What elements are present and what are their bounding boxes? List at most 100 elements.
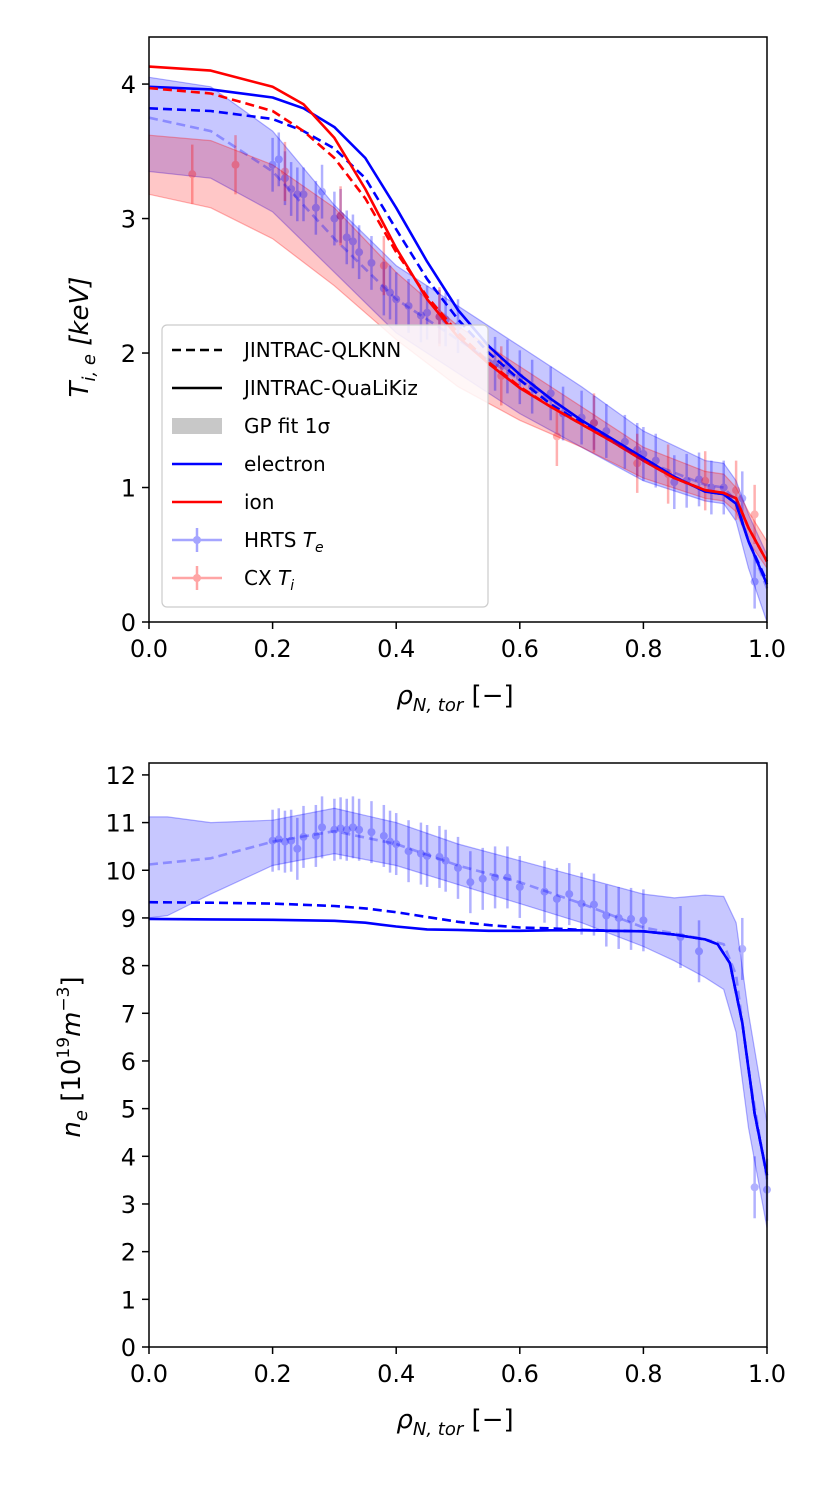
hrts-point-marker (318, 187, 327, 196)
hrts-point-marker (342, 233, 351, 242)
cx-point-marker (188, 170, 197, 179)
x-tick-label: 0.0 (130, 635, 168, 663)
y-tick-label: 2 (121, 1239, 136, 1267)
hrts-point-marker (330, 825, 339, 834)
legend-gp-swatch (172, 418, 222, 434)
model-lines (148, 65, 769, 589)
hrts-point (280, 810, 289, 873)
y-tick-label: 9 (121, 905, 136, 933)
hrts-point-marker (738, 944, 747, 953)
hrts-point (602, 884, 611, 947)
hrts-point-marker (738, 494, 747, 503)
hrts-point-marker (299, 832, 308, 841)
plot-frame (148, 762, 768, 1348)
hrts-point (503, 846, 512, 909)
x-tick-label: 0.4 (377, 635, 415, 663)
y-tick-label: 5 (121, 1096, 136, 1124)
hrts-point-marker (299, 190, 308, 199)
hrts-point (627, 887, 636, 950)
ti_qlknn-line (148, 86, 769, 563)
hrts-point (589, 873, 598, 936)
measurement-points (268, 796, 771, 1221)
hrts-point (639, 889, 648, 952)
cx-point (701, 451, 710, 511)
hrts-point (392, 813, 401, 876)
hrts-point (386, 810, 395, 873)
y-tick-label: 0 (121, 609, 136, 637)
y-tick-label: 2 (121, 340, 136, 368)
hrts-point (342, 798, 351, 861)
hrts-point (695, 452, 704, 507)
hrts-point (280, 151, 289, 206)
hrts-point (379, 804, 388, 867)
hrts-point-marker (423, 308, 432, 317)
x-tick-label: 0.2 (254, 1360, 292, 1388)
hrts-point-marker (287, 836, 296, 845)
hrts-point (423, 824, 432, 887)
hrts-point (336, 797, 345, 860)
hrts-point-marker (348, 823, 357, 832)
tick-marks (142, 774, 768, 1354)
hrts-point (738, 917, 747, 980)
y-axis-label: ne [1019m−3] (54, 976, 92, 1137)
hrts-point-marker (386, 837, 395, 846)
cx-point (750, 484, 759, 544)
cx-point (188, 144, 197, 204)
hrts-point-marker (627, 914, 636, 923)
hrts-point (336, 188, 345, 243)
cx-point (552, 406, 561, 466)
hrts-point (348, 214, 357, 269)
hrts-point-marker (404, 301, 413, 310)
hrts-point-marker (280, 837, 289, 846)
hrts-point (355, 798, 364, 861)
hrts-point (367, 801, 376, 864)
y-tick-label: 4 (121, 1143, 136, 1171)
hrts-point-marker (274, 155, 283, 164)
tick-marks (142, 83, 768, 629)
legend-box (161, 324, 489, 608)
hrts-point (299, 167, 308, 222)
y-tick-label: 3 (121, 1191, 136, 1219)
plot-frame (148, 36, 768, 623)
hrts-point (386, 265, 395, 320)
hrts-point-marker (454, 863, 462, 872)
hrts-point-marker (750, 577, 759, 586)
ne_qualikiz-line (148, 917, 769, 1176)
cx-point (589, 393, 598, 453)
hrts-point-marker (355, 248, 364, 257)
hrts-point (546, 366, 555, 421)
hrts-point-marker (651, 456, 660, 465)
y-tick-label: 8 (121, 953, 136, 981)
cx-point-marker (701, 476, 710, 485)
cx-point-marker (336, 211, 345, 220)
hrts-point-marker (589, 418, 598, 427)
hrts-point-marker (416, 311, 425, 320)
hrts-point-marker (392, 840, 401, 849)
hrts-point-marker (491, 873, 500, 882)
x-tick-label: 0.4 (377, 1360, 415, 1388)
hrts-point-marker (565, 890, 574, 899)
hrts-point (435, 825, 444, 888)
hrts-point-marker (268, 836, 277, 845)
legend: JINTRAC-QLKNN JINTRAC-QuaLiKiz GP fit 1σ… (161, 324, 489, 608)
cx-point-marker (732, 486, 741, 495)
hrts-point-marker (614, 913, 623, 922)
cx-point-marker (280, 167, 289, 176)
cx-point-marker (379, 261, 388, 270)
hrts-point (342, 210, 351, 265)
hrts-point (348, 796, 357, 859)
hrts-point-marker (546, 389, 555, 398)
x-tick-label: 1.0 (748, 635, 786, 663)
hrts-point-marker (379, 831, 388, 840)
hrts-point (651, 433, 660, 488)
hrts-point (454, 836, 462, 899)
y-tick-label: 3 (121, 206, 136, 234)
hrts-point-marker (695, 475, 704, 484)
hrts-point-marker (466, 878, 475, 887)
y-tick-label: 10 (105, 857, 136, 885)
legend-cx: CX Ti (244, 566, 294, 594)
hrts-point-marker (620, 437, 629, 446)
hrts-point-marker (311, 831, 320, 840)
hrts-point-marker (287, 184, 296, 193)
